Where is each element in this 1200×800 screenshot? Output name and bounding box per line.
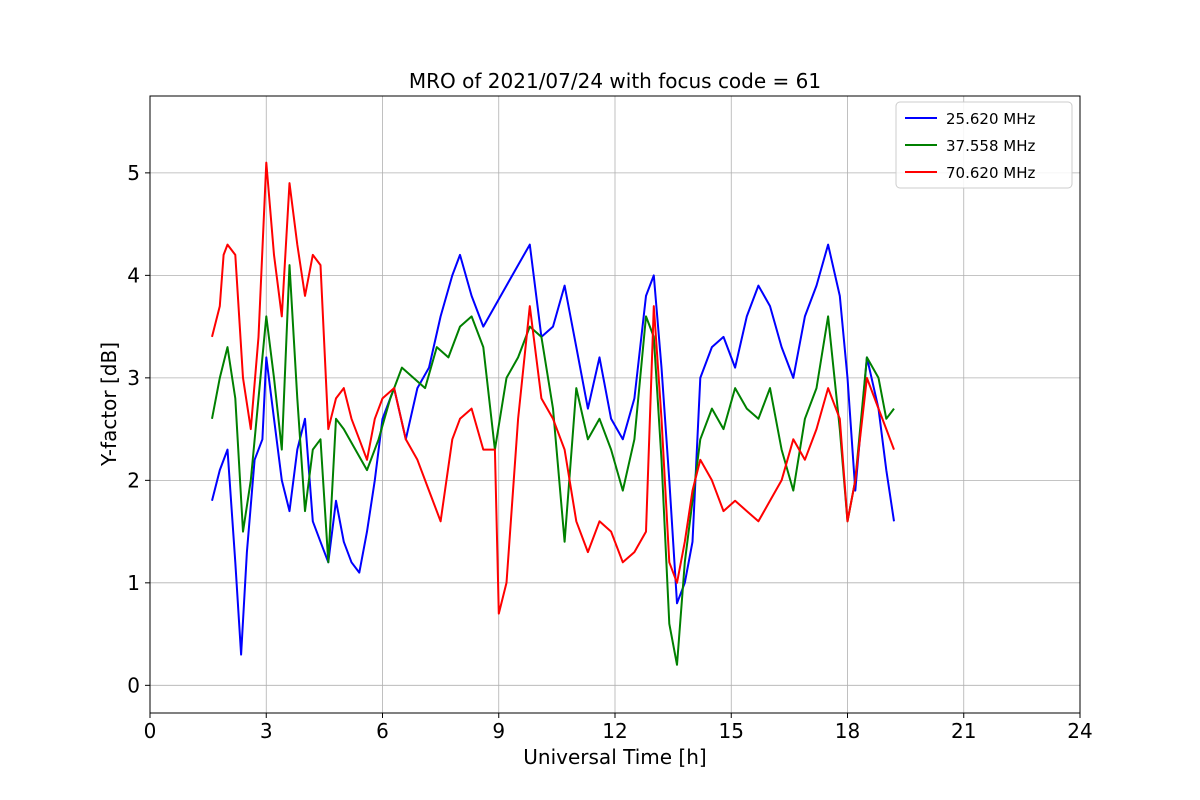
y-axis-label: Y-factor [dB] bbox=[97, 342, 121, 467]
y-tick-label: 0 bbox=[127, 673, 140, 697]
x-axis-ticks: 0 3 6 9 12 15 18 21 24 bbox=[144, 713, 1093, 743]
chart-title: MRO of 2021/07/24 with focus code = 61 bbox=[409, 69, 821, 93]
legend-box bbox=[895, 101, 1073, 189]
x-tick-label: 24 bbox=[1067, 719, 1092, 743]
x-tick-label: 15 bbox=[719, 719, 744, 743]
y-tick-label: 3 bbox=[127, 366, 140, 390]
x-tick-label: 18 bbox=[835, 719, 860, 743]
x-tick-label: 12 bbox=[602, 719, 627, 743]
x-tick-label: 6 bbox=[376, 719, 389, 743]
series-line-2 bbox=[211, 161, 895, 615]
legend: 25.620 MHz 37.558 MHz 70.620 MHz bbox=[895, 101, 1073, 189]
legend-label-25-620: 25.620 MHz bbox=[946, 110, 1035, 128]
y-tick-label: 1 bbox=[127, 571, 140, 595]
x-tick-label: 3 bbox=[260, 719, 273, 743]
x-axis-label: Universal Time [h] bbox=[523, 745, 706, 769]
x-tick-label: 21 bbox=[951, 719, 976, 743]
legend-label-70-620: 70.620 MHz bbox=[946, 164, 1035, 182]
y-tick-label: 5 bbox=[127, 161, 140, 185]
y-tick-label: 2 bbox=[127, 468, 140, 492]
legend-label-37-558: 37.558 MHz bbox=[946, 137, 1035, 155]
y-tick-label: 4 bbox=[127, 263, 140, 287]
y-axis-ticks: 0 1 2 3 4 5 bbox=[127, 161, 150, 697]
x-tick-label: 9 bbox=[492, 719, 505, 743]
x-tick-label: 0 bbox=[144, 719, 157, 743]
series-line-1 bbox=[211, 264, 895, 666]
series-group bbox=[211, 161, 895, 666]
series-line-0 bbox=[211, 243, 895, 656]
